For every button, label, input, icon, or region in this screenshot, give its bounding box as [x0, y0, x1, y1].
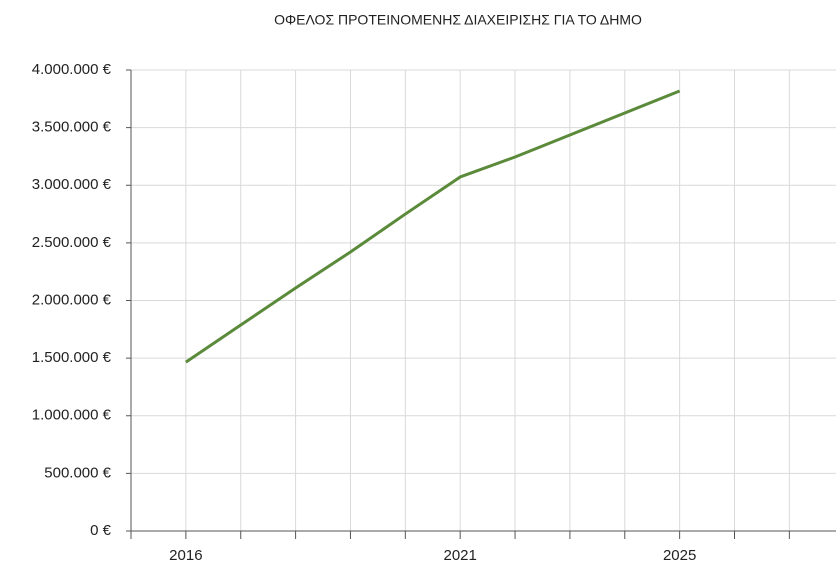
- y-tick-label: 500.000 €: [44, 464, 111, 481]
- x-tick-label: 2016: [169, 547, 202, 564]
- x-tick-label: 2025: [663, 547, 696, 564]
- y-tick-label: 2.000.000 €: [32, 291, 112, 308]
- x-tick-label: 2021: [443, 547, 476, 564]
- chart-title: ΟΦΕΛΟΣ ΠΡΟΤΕΙΝΟΜΕΝΗΣ ΔΙΑΧΕΙΡΙΣΗΣ ΓΙΑ ΤΟ …: [274, 12, 642, 28]
- y-tick-label: 0 €: [90, 522, 112, 539]
- y-tick-label: 1.500.000 €: [32, 349, 112, 366]
- y-tick-label: 3.000.000 €: [32, 176, 112, 193]
- y-tick-label: 1.000.000 €: [32, 407, 112, 424]
- y-tick-label: 2.500.000 €: [32, 234, 112, 251]
- y-tick-label: 4.000.000 €: [32, 61, 112, 78]
- y-tick-label: 3.500.000 €: [32, 119, 112, 136]
- data-line: [185, 89, 681, 364]
